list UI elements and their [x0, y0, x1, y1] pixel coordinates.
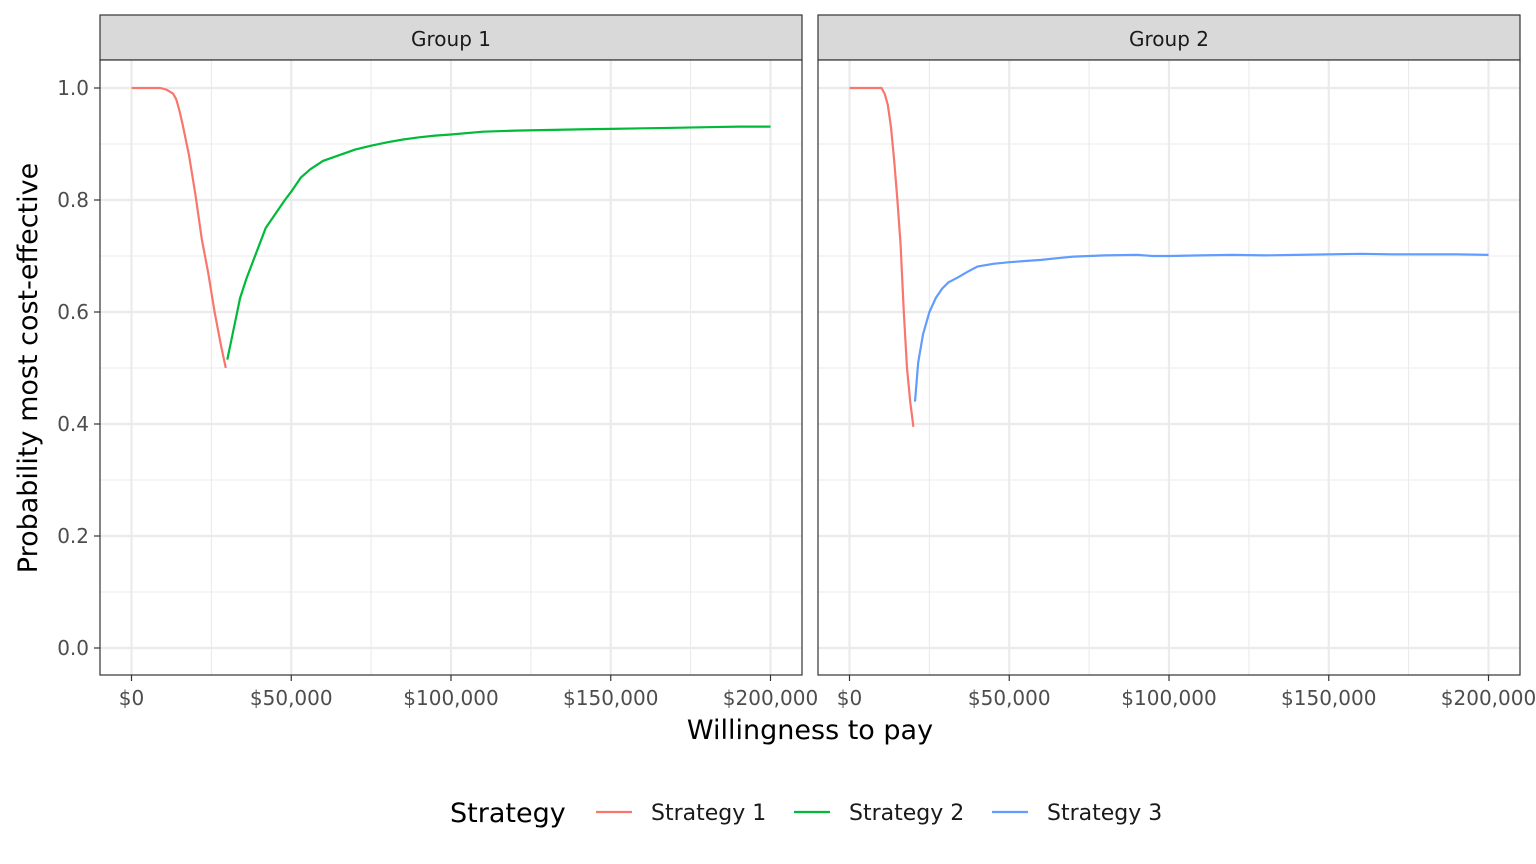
gridlines [818, 60, 1520, 675]
series-lines [131, 86, 771, 369]
facet-panels: Group 1 $0 $50,000 $100,000 $150,000 $200,000… [57, 14, 1536, 710]
x-tick-label: $150,000 [563, 686, 658, 710]
y-axis: 0.0 0.2 0.4 0.6 0.8 1.0 [57, 76, 100, 660]
x-tick-label: $150,000 [1281, 686, 1376, 710]
legend-label-strategy-1: Strategy 1 [651, 801, 766, 826]
series-line-strategy-1 [131, 86, 227, 369]
x-tick-label: $100,000 [403, 686, 498, 710]
y-tick-label: 1.0 [57, 76, 89, 100]
x-tick-label: $100,000 [1121, 686, 1216, 710]
y-tick-label: 0.8 [57, 188, 89, 212]
x-axis: $0 $50,000 $100,000 $150,000 $200,000 [119, 675, 818, 710]
y-tick-label: 0.4 [57, 412, 89, 436]
x-tick-label: $0 [837, 686, 862, 710]
y-tick-label: 0.6 [57, 300, 89, 324]
facet-strip-label: Group 2 [1129, 27, 1209, 51]
legend-label-strategy-3: Strategy 3 [1047, 801, 1162, 826]
x-axis-title: Willingness to pay [687, 715, 933, 746]
series-line-strategy-1 [849, 86, 915, 427]
y-tick-label: 0.2 [57, 524, 89, 548]
x-tick-label: $50,000 [250, 686, 333, 710]
legend-title: Strategy [450, 798, 566, 829]
x-tick-label: $0 [119, 686, 144, 710]
y-tick-label: 0.0 [57, 636, 89, 660]
facet-strip [99, 14, 803, 61]
y-axis-title: Probability most cost-effective [13, 163, 44, 573]
panel-1: Group 1 $0 $50,000 $100,000 $150,000 $200,000… [57, 14, 818, 710]
gridlines [100, 60, 802, 675]
x-tick-label: $200,000 [723, 686, 818, 710]
panel-2: Group 2 $0 $50,000 $100,000 $150,000 $200,000 [817, 14, 1536, 710]
legend-label-strategy-2: Strategy 2 [849, 801, 964, 826]
series-line-strategy-2 [226, 125, 771, 360]
legend: Strategy Strategy 1 Strategy 2 Strategy 3 [450, 798, 1162, 829]
x-tick-label: $200,000 [1441, 686, 1536, 710]
series-line-strategy-3 [913, 252, 1489, 402]
x-tick-label: $50,000 [968, 686, 1051, 710]
series-lines [849, 86, 1489, 427]
x-axis: $0 $50,000 $100,000 $150,000 $200,000 [837, 675, 1536, 710]
facet-strip-label: Group 1 [411, 27, 491, 51]
